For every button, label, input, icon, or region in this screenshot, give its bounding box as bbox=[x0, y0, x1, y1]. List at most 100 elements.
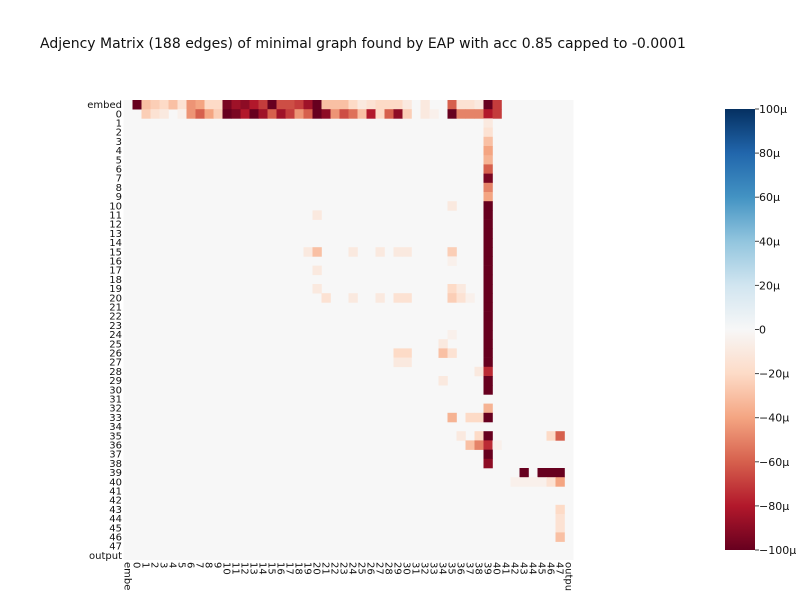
heatmap-cell bbox=[555, 431, 565, 441]
heatmap-cell bbox=[339, 100, 349, 110]
heatmap-cell bbox=[357, 109, 367, 119]
heatmap-cell bbox=[483, 265, 493, 276]
heatmap-cell bbox=[447, 348, 457, 358]
heatmap-cell bbox=[402, 100, 412, 110]
column-tick-label: 40 bbox=[491, 562, 502, 575]
colorbar-tick-labels: 100µ 80µ 60µ 40µ 20µ 0 −20µ −40µ −60µ −80µ −100µ bbox=[755, 103, 796, 557]
row-tick-label: 6 bbox=[116, 165, 122, 176]
heatmap-cell bbox=[483, 458, 493, 469]
heatmap-cell bbox=[492, 100, 502, 110]
row-tick-label: 46 bbox=[109, 533, 122, 544]
heatmap-cell bbox=[447, 100, 457, 110]
heatmap-cell bbox=[447, 109, 457, 119]
colorbar-tick-label: −60µ bbox=[759, 456, 789, 469]
heatmap-cell bbox=[240, 109, 250, 119]
heatmap-cell bbox=[276, 100, 286, 110]
heatmap-cell bbox=[456, 284, 466, 294]
row-tick-label: 29 bbox=[109, 376, 122, 387]
row-tick-label: 30 bbox=[109, 385, 122, 396]
heatmap-cell bbox=[249, 100, 259, 110]
row-tick-label: 10 bbox=[109, 201, 122, 212]
row-tick-label: 43 bbox=[109, 505, 122, 516]
heatmap-cell bbox=[402, 247, 412, 257]
row-tick-label: 16 bbox=[109, 257, 122, 268]
row-tick-label: 41 bbox=[109, 487, 122, 498]
row-tick-label: 27 bbox=[109, 358, 122, 369]
column-tick-label: 32 bbox=[419, 562, 430, 575]
heatmap-cell bbox=[294, 109, 304, 119]
row-tick-label: 18 bbox=[109, 275, 122, 286]
heatmap-cell bbox=[483, 320, 493, 331]
heatmap-cell bbox=[483, 228, 493, 239]
heatmap-cell bbox=[483, 376, 493, 386]
column-tick-label: 9 bbox=[212, 562, 223, 568]
heatmap-cell bbox=[546, 468, 556, 478]
heatmap-cell bbox=[195, 109, 205, 119]
heatmap-cell bbox=[312, 100, 322, 110]
heatmap-background bbox=[123, 100, 574, 560]
heatmap-cell bbox=[519, 477, 529, 487]
row-tick-label: 8 bbox=[116, 183, 122, 194]
heatmap-cell bbox=[339, 109, 349, 119]
heatmap-cell bbox=[348, 100, 358, 110]
heatmap-cell bbox=[438, 339, 448, 349]
heatmap-cell bbox=[447, 293, 457, 303]
heatmap-cell bbox=[465, 100, 475, 110]
heatmap-cell bbox=[483, 146, 493, 156]
column-tick-label: 12 bbox=[239, 562, 250, 575]
heatmap-cell bbox=[483, 330, 493, 340]
column-tick-label: 38 bbox=[473, 562, 484, 575]
heatmap-cell bbox=[150, 100, 160, 110]
row-tick-label: 33 bbox=[109, 413, 122, 424]
heatmap-cell bbox=[483, 284, 493, 294]
heatmap-cell bbox=[483, 219, 493, 230]
heatmap-cell bbox=[438, 376, 448, 386]
heatmap-cell bbox=[357, 100, 367, 110]
heatmap-cell bbox=[420, 109, 430, 119]
column-tick-label: 18 bbox=[293, 562, 304, 575]
row-tick-label: 37 bbox=[109, 450, 122, 461]
heatmap-cell bbox=[492, 109, 502, 119]
heatmap-cell bbox=[483, 339, 493, 349]
heatmap-cell bbox=[483, 293, 493, 303]
column-tick-label: 46 bbox=[545, 562, 556, 575]
heatmap-cell bbox=[483, 274, 493, 285]
heatmap-cell bbox=[393, 348, 403, 358]
heatmap-cell bbox=[483, 403, 493, 414]
column-tick-label: 47 bbox=[554, 562, 565, 575]
heatmap-cell bbox=[285, 109, 295, 119]
heatmap-cell bbox=[483, 247, 493, 257]
heatmap-cell bbox=[555, 468, 565, 478]
column-tick-label: 10 bbox=[221, 562, 232, 575]
row-tick-label: 11 bbox=[109, 211, 122, 222]
colorbar-tick-label: −40µ bbox=[759, 412, 789, 425]
heatmap-cell bbox=[555, 477, 565, 487]
row-tick-label: 5 bbox=[116, 155, 122, 166]
heatmap-cell bbox=[483, 118, 493, 128]
colorbar-tick-label: 80µ bbox=[759, 147, 780, 160]
heatmap-cell bbox=[447, 284, 457, 294]
row-tick-label: 3 bbox=[116, 137, 122, 148]
heatmap-cell bbox=[393, 109, 403, 119]
heatmap-cell bbox=[537, 468, 547, 478]
heatmap-cell bbox=[474, 412, 484, 423]
row-tick-label: 7 bbox=[116, 174, 122, 185]
colorbar-tick-label: 40µ bbox=[759, 235, 780, 248]
heatmap-cell bbox=[222, 109, 232, 119]
column-tick-label: 42 bbox=[509, 562, 520, 575]
heatmap-cell bbox=[483, 155, 493, 165]
row-tick-label: 23 bbox=[109, 321, 122, 332]
heatmap-cell bbox=[447, 412, 457, 423]
row-tick-label: 24 bbox=[109, 330, 122, 341]
heatmap-cell bbox=[258, 100, 268, 110]
heatmap-cell bbox=[402, 357, 412, 368]
colorbar-tick-label: −80µ bbox=[759, 500, 789, 513]
heatmap-cell bbox=[483, 164, 493, 174]
row-tick-label: 2 bbox=[116, 128, 122, 139]
colorbar-tick-label: 60µ bbox=[759, 191, 780, 204]
row-tick-label: 35 bbox=[109, 431, 122, 442]
heatmap-cell bbox=[132, 100, 142, 110]
heatmap-cell bbox=[555, 523, 565, 533]
row-tick-label: 0 bbox=[116, 109, 122, 120]
heatmap-cell bbox=[456, 109, 466, 119]
